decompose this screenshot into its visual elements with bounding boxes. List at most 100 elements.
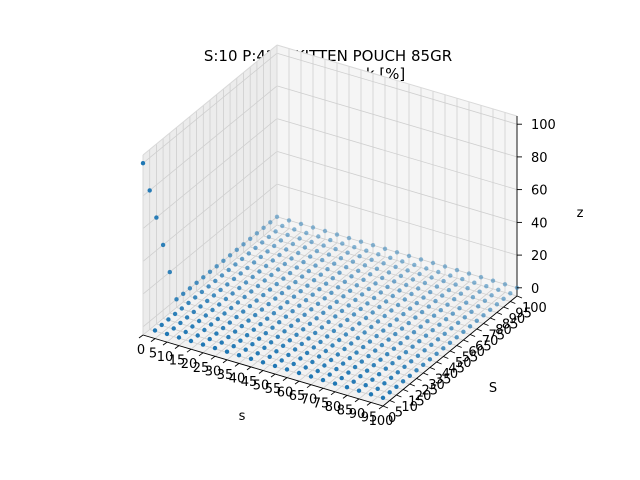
data-point xyxy=(246,318,251,323)
data-point xyxy=(275,267,281,272)
x-tick-mark xyxy=(198,352,204,357)
data-point xyxy=(346,235,352,241)
data-point xyxy=(417,271,422,277)
data-point xyxy=(263,263,269,269)
y-tick-mark xyxy=(476,328,482,332)
data-point xyxy=(466,271,472,276)
z-axis-label: z xyxy=(577,206,584,221)
data-point xyxy=(295,318,301,323)
data-point xyxy=(400,259,405,264)
data-point xyxy=(406,253,412,259)
x-tick-label: 35 xyxy=(217,368,234,383)
data-point xyxy=(267,354,272,359)
data-point xyxy=(202,327,207,333)
y-tick-mark xyxy=(503,306,509,310)
x-axis-ticks: 0 5 10152025303540455055606570758085909510… xyxy=(137,334,393,429)
data-point xyxy=(320,377,326,383)
data-point xyxy=(403,350,409,355)
data-point xyxy=(422,280,428,286)
x-tick-mark xyxy=(318,387,324,392)
data-point xyxy=(291,361,296,367)
data-point xyxy=(364,368,370,373)
data-point xyxy=(284,247,289,252)
data-point xyxy=(427,357,433,362)
data-point xyxy=(280,343,286,348)
data-point xyxy=(253,245,258,251)
x-tick-label: 70 xyxy=(301,393,318,408)
data-point xyxy=(435,337,441,342)
data-point xyxy=(314,248,320,254)
data-point xyxy=(215,316,220,322)
z-tick-label: 40 xyxy=(531,216,548,231)
data-point xyxy=(474,318,479,323)
data-point xyxy=(367,339,373,344)
y-tick-label: 20 xyxy=(415,389,432,404)
data-point xyxy=(356,388,362,393)
data-point xyxy=(443,317,449,322)
data-point xyxy=(359,292,365,297)
data-point xyxy=(263,331,268,336)
data-point xyxy=(335,285,341,290)
data-point xyxy=(327,305,333,310)
data-point xyxy=(335,352,340,357)
data-points xyxy=(140,161,520,400)
data-point xyxy=(404,282,409,288)
data-point xyxy=(339,308,345,314)
data-point xyxy=(164,331,170,337)
data-point xyxy=(242,294,247,300)
data-point xyxy=(395,302,401,308)
data-point xyxy=(364,248,369,253)
data-point xyxy=(297,236,302,241)
data-point xyxy=(183,329,188,335)
y-tick-mark xyxy=(469,334,476,337)
data-point xyxy=(251,260,257,265)
data-point xyxy=(311,345,316,350)
data-point xyxy=(390,361,395,366)
data-point xyxy=(279,290,285,296)
data-point xyxy=(299,341,304,347)
x-tick-label: 85 xyxy=(337,403,354,418)
data-point xyxy=(326,319,331,325)
data-point xyxy=(292,347,298,352)
data-point xyxy=(323,348,328,354)
y-tick-label: 80 xyxy=(495,323,512,338)
data-point xyxy=(337,270,342,275)
data-point xyxy=(321,310,326,315)
y-tick-mark xyxy=(496,312,503,315)
data-point xyxy=(205,298,210,304)
data-point xyxy=(265,249,270,254)
x-tick-label: 55 xyxy=(265,382,282,397)
data-point xyxy=(195,333,200,338)
gridline-z xyxy=(276,118,518,190)
data-point xyxy=(465,286,470,291)
data-point xyxy=(291,294,297,299)
x-tick-mark xyxy=(258,370,264,374)
data-point xyxy=(387,390,392,395)
data-point xyxy=(338,256,344,261)
data-point xyxy=(489,293,494,298)
data-point xyxy=(285,300,290,305)
x-tick-mark xyxy=(186,348,192,353)
data-point xyxy=(318,339,323,345)
data-point xyxy=(304,350,310,356)
data-point xyxy=(159,322,164,328)
data-point xyxy=(349,274,354,279)
data-point xyxy=(278,238,284,243)
data-point xyxy=(386,270,392,275)
x-tick-label: 30 xyxy=(205,364,222,379)
data-point xyxy=(376,252,381,257)
x-tick-mark xyxy=(138,334,144,339)
data-point xyxy=(347,288,353,293)
data-point xyxy=(388,255,393,260)
y-tick-label: 70 xyxy=(482,334,499,349)
gridline-z xyxy=(142,85,278,197)
data-point xyxy=(482,298,488,303)
data-point xyxy=(382,381,387,386)
data-point xyxy=(410,344,415,349)
data-point xyxy=(357,254,362,259)
data-point xyxy=(260,240,265,245)
data-point xyxy=(231,344,236,349)
data-point xyxy=(292,227,297,232)
data-point xyxy=(245,265,250,271)
data-point xyxy=(368,392,374,397)
